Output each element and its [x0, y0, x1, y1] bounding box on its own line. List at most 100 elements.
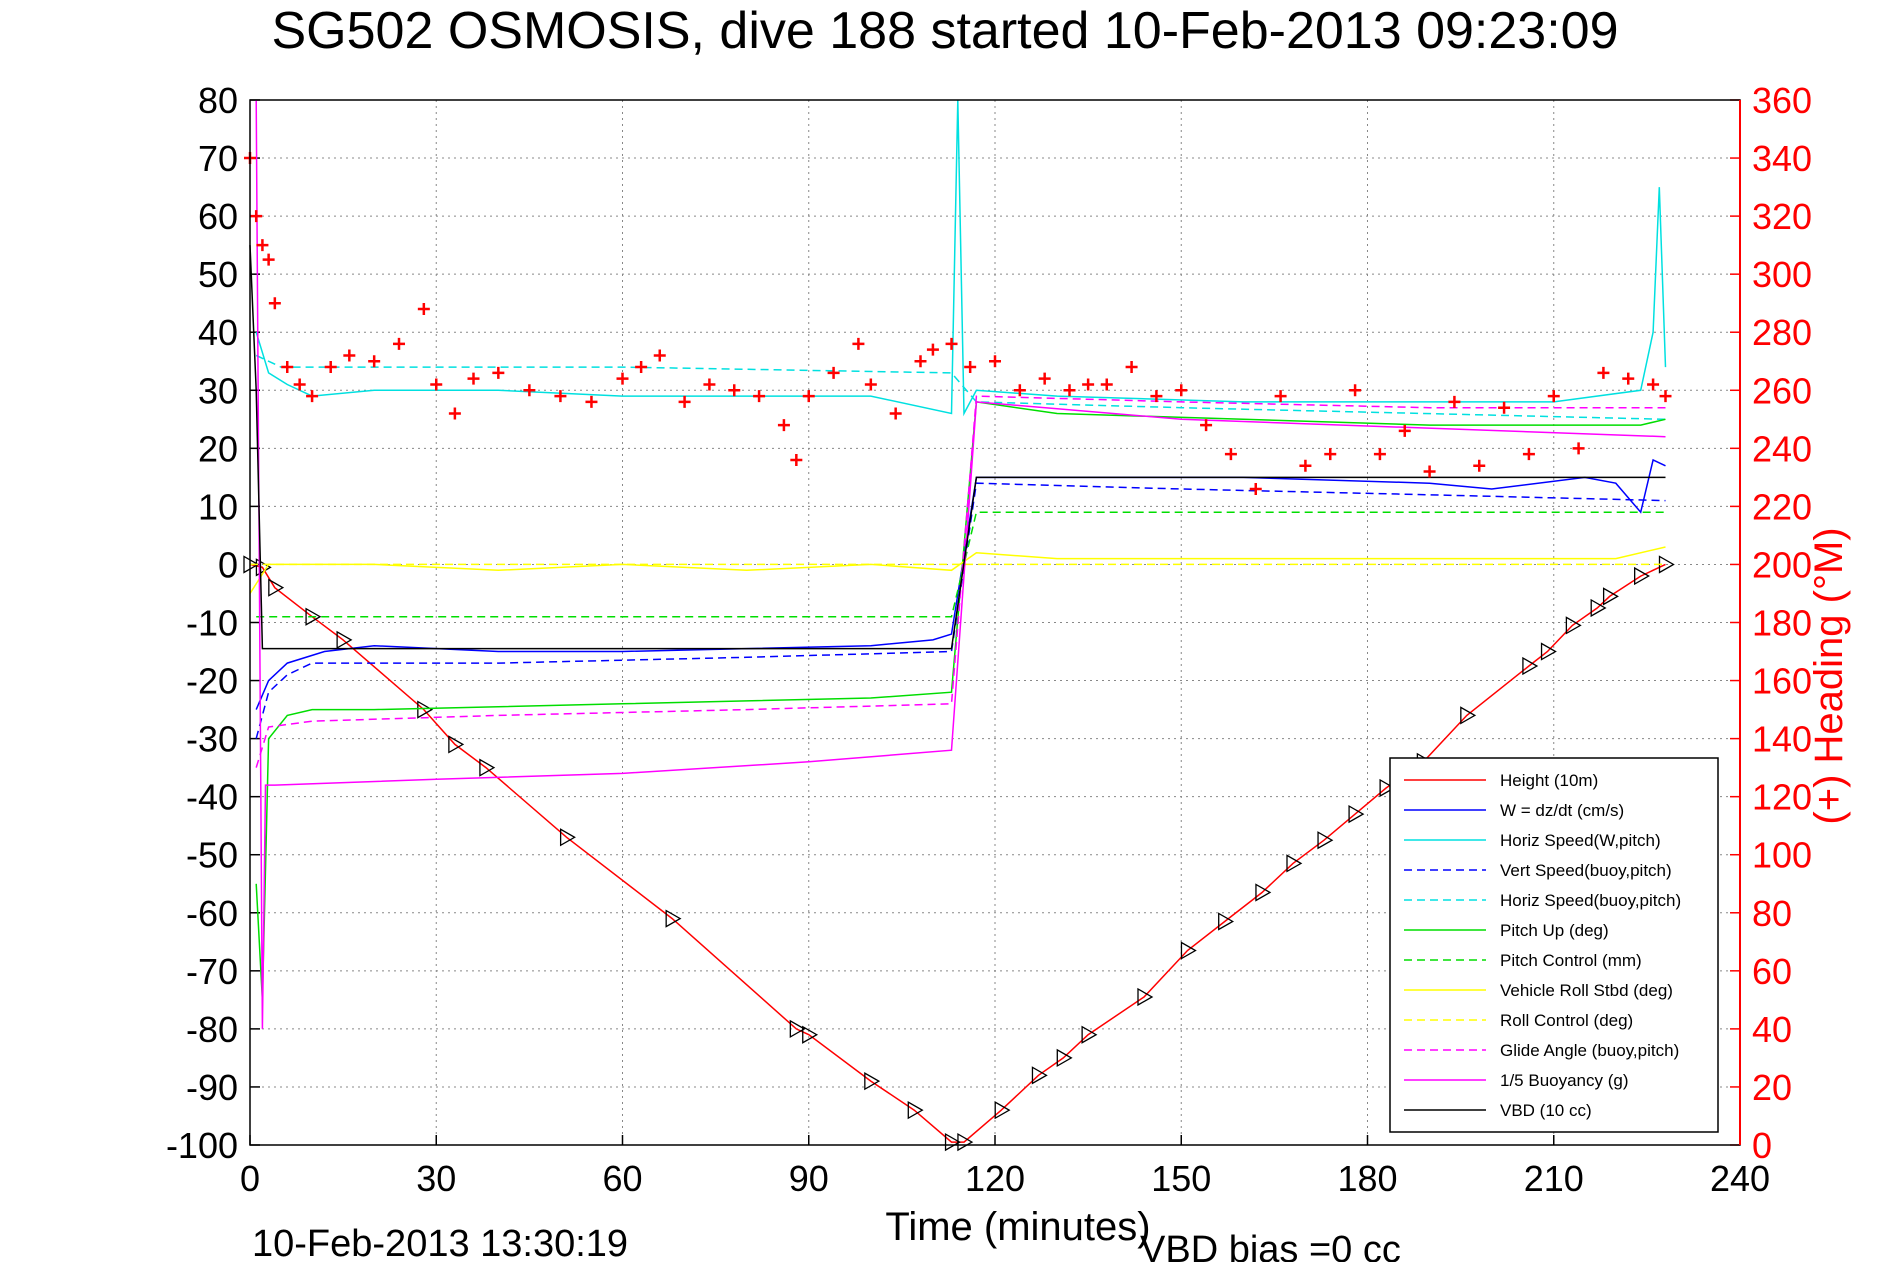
- x-tick-label: 120: [965, 1158, 1025, 1199]
- series-3: [255, 482, 1666, 739]
- heading-point: [554, 390, 567, 403]
- heading-point: [467, 372, 480, 385]
- heading-point: [523, 384, 536, 397]
- heading-point: [926, 343, 939, 356]
- heading-point: [1448, 395, 1461, 408]
- y-tick-label: 80: [198, 80, 238, 121]
- data-point-marker: [243, 555, 260, 574]
- x-tick-label: 90: [789, 1158, 829, 1199]
- data-point-marker: [957, 1132, 974, 1152]
- right-tick-label: 300: [1752, 254, 1812, 295]
- heading-point: [964, 361, 977, 374]
- right-tick-label: 60: [1752, 951, 1792, 992]
- heading-point: [343, 349, 356, 362]
- heading-point: [1324, 448, 1337, 461]
- y-tick-label: 20: [198, 428, 238, 469]
- heading-point: [262, 253, 275, 266]
- legend-entry: 1/5 Buoyancy (g): [1500, 1071, 1629, 1090]
- data-point-marker: [1565, 616, 1582, 635]
- y-tick-label: 30: [198, 370, 238, 411]
- heading-point: [585, 395, 598, 408]
- data-point-marker: [1540, 642, 1557, 661]
- series-10: [255, 99, 1666, 1029]
- legend-entry: Pitch Control (mm): [1500, 951, 1642, 970]
- heading-point: [256, 239, 269, 252]
- right-tick-label: 0: [1752, 1125, 1772, 1166]
- data-point-marker: [1137, 987, 1154, 1007]
- heading-point: [393, 337, 405, 350]
- right-tick-label: 80: [1752, 893, 1792, 934]
- data-point-marker: [336, 630, 353, 650]
- data-point-marker: [1081, 1025, 1098, 1044]
- legend-entry: Glide Angle (buoy,pitch): [1500, 1041, 1679, 1060]
- data-point-marker: [1255, 883, 1272, 902]
- y-tick-label: -80: [186, 1009, 238, 1050]
- heading-point: [914, 355, 927, 368]
- heading-point: [1398, 424, 1411, 437]
- heading-point: [1373, 448, 1386, 461]
- heading-point: [1423, 465, 1436, 478]
- heading-point: [827, 366, 840, 379]
- heading-point: [989, 355, 1001, 368]
- series-line: [255, 401, 1666, 1000]
- legend-box: [1389, 757, 1719, 1133]
- heading-point: [368, 355, 381, 368]
- data-point-marker: [268, 578, 285, 597]
- heading-point: [790, 453, 803, 466]
- plot-series: [243, 99, 1675, 1152]
- heading-point: [417, 303, 430, 315]
- series-11: [249, 245, 1666, 650]
- x-tick-label: 240: [1710, 1158, 1770, 1199]
- data-point-marker: [944, 1132, 961, 1152]
- legend-entry: Roll Control (deg): [1500, 1011, 1633, 1030]
- data-point-marker: [305, 607, 322, 626]
- series-5: [255, 401, 1666, 1000]
- data-point-marker: [1522, 656, 1539, 676]
- data-point-marker: [802, 1025, 819, 1044]
- heading-point: [1498, 401, 1511, 414]
- data-point-marker: [1056, 1048, 1073, 1068]
- legend-entry: VBD (10 cc): [1500, 1101, 1592, 1120]
- right-tick-label: 140: [1752, 719, 1812, 760]
- right-tick-label: 320: [1752, 196, 1812, 237]
- right-tick-label: 180: [1752, 603, 1812, 644]
- legend-entry: Pitch Up (deg): [1500, 921, 1609, 940]
- y-tick-label: 60: [198, 196, 238, 237]
- right-tick-label: 20: [1752, 1067, 1792, 1108]
- legend-entry: Vehicle Roll Stbd (deg): [1500, 981, 1673, 1000]
- heading-point: [324, 361, 337, 374]
- y-tick-label: -90: [186, 1067, 238, 1108]
- legend-entry: W = dz/dt (cm/s): [1500, 801, 1624, 820]
- data-point-marker: [1602, 587, 1619, 606]
- heading-point: [492, 366, 505, 379]
- legend-entry: Height (10m): [1500, 771, 1598, 790]
- heading-point: [430, 378, 443, 391]
- y-tick-label: -100: [166, 1125, 238, 1166]
- heading-point: [1647, 378, 1660, 391]
- heading-point: [1038, 372, 1051, 385]
- y-tick-label: -30: [186, 719, 238, 760]
- heading-point: [1597, 366, 1610, 379]
- data-point-marker: [907, 1101, 924, 1120]
- x-tick-label: 60: [602, 1158, 642, 1199]
- series-1: [255, 458, 1666, 710]
- y-tick-label: 70: [198, 138, 238, 179]
- heading-point: [1274, 390, 1287, 403]
- heading-point: [703, 378, 716, 391]
- heading-point: [653, 349, 666, 362]
- data-point-marker: [1286, 854, 1303, 873]
- data-point-marker: [789, 1019, 806, 1039]
- data-point-marker: [559, 828, 576, 847]
- y-tick-label: -60: [186, 893, 238, 934]
- heading-point: [1299, 459, 1312, 472]
- x-tick-label: 180: [1337, 1158, 1397, 1199]
- data-point-marker: [448, 735, 465, 754]
- data-point-marker: [1348, 804, 1365, 824]
- heading-point: [1200, 419, 1213, 432]
- y-tick-label: -70: [186, 951, 238, 992]
- heading-point: [1150, 390, 1163, 403]
- right-tick-label: 220: [1752, 486, 1812, 527]
- heading-point: [777, 419, 790, 432]
- heading-point: [293, 378, 306, 391]
